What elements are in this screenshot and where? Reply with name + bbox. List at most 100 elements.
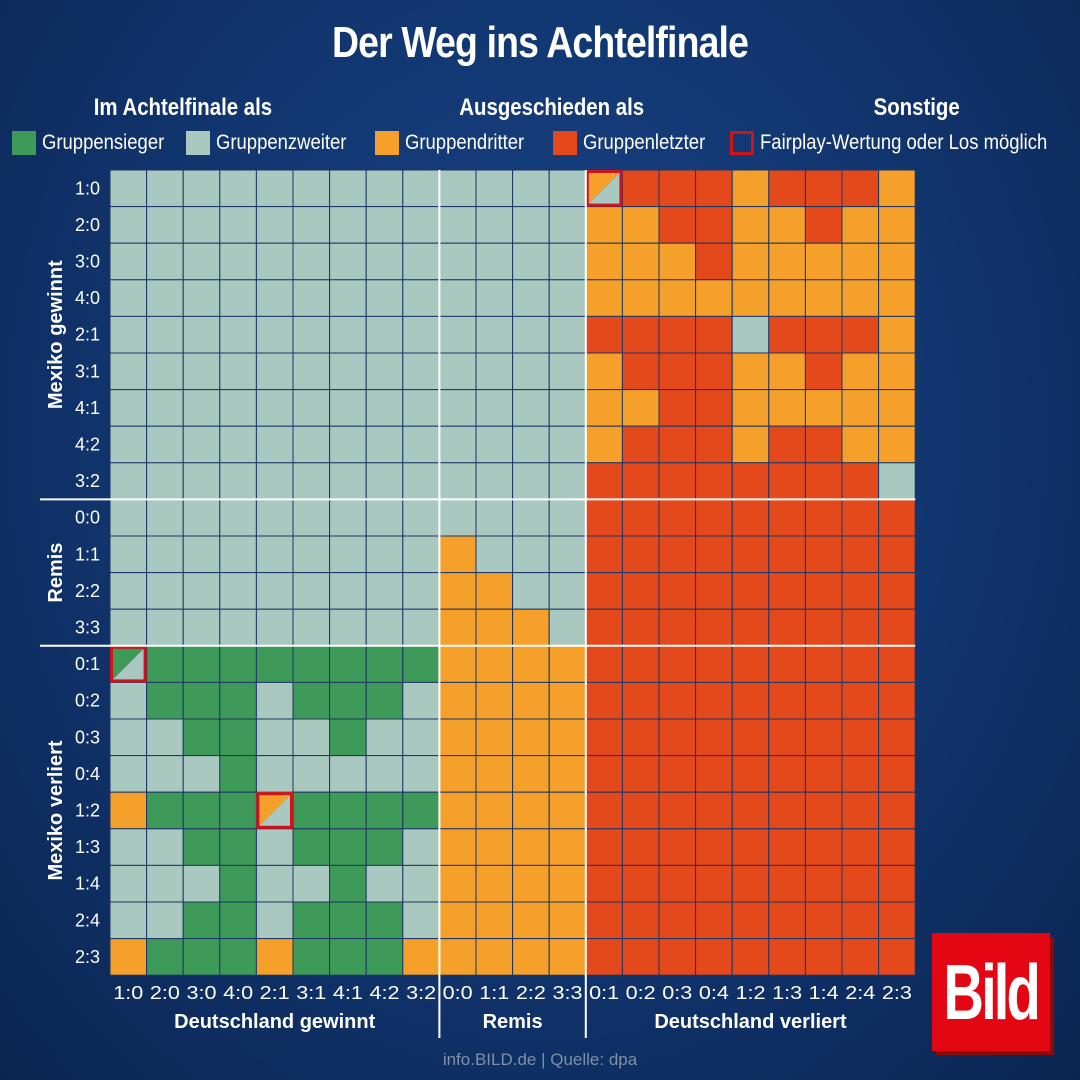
heatmap-cell — [475, 535, 514, 574]
heatmap-cell — [402, 572, 440, 610]
x-tick-label: 0:2 — [626, 983, 656, 1003]
heatmap-cell — [255, 242, 294, 281]
heatmap-cell — [182, 425, 221, 464]
heatmap-cell — [878, 681, 916, 720]
heatmap-cell — [219, 352, 257, 391]
heatmap-cell — [329, 352, 367, 391]
legend-item-gruppenzweiter: Gruppenzweiter — [186, 130, 364, 156]
heatmap-cell — [768, 389, 806, 427]
heatmap-cell — [182, 938, 221, 976]
legend-group-other: Sonstige — [873, 94, 960, 121]
heatmap-cell — [146, 206, 184, 244]
heatmap-cell — [329, 608, 367, 647]
heatmap-cell — [329, 755, 367, 793]
heatmap-cell — [878, 279, 916, 317]
heatmap-cell — [292, 938, 331, 976]
heatmap-cell — [365, 352, 404, 391]
heatmap-cell — [804, 535, 843, 574]
legend-label: Gruppensieger — [42, 131, 165, 154]
heatmap-cell — [292, 242, 331, 281]
y-tick-label: 3:0 — [75, 252, 100, 272]
heatmap-cell — [804, 242, 843, 281]
heatmap-cell — [804, 864, 843, 903]
heatmap-cell — [146, 938, 184, 976]
heatmap-cell — [255, 169, 294, 208]
heatmap-cell — [109, 169, 148, 208]
heatmap-cell — [475, 279, 514, 317]
heatmap-cell — [109, 535, 148, 574]
heatmap-cell — [402, 901, 440, 940]
heatmap-cell — [841, 864, 880, 903]
heatmap-cell — [731, 718, 770, 757]
heatmap-cell — [731, 828, 770, 866]
heatmap-cell — [878, 169, 916, 208]
chart-title: Der Weg ins Achtelfinale — [331, 18, 749, 67]
x-tick-label: 2:0 — [150, 983, 180, 1003]
heatmap-cell — [804, 645, 843, 683]
y-group-label: Mexiko gewinnt — [45, 260, 67, 409]
heatmap-cell — [585, 315, 623, 354]
heatmap-cell — [292, 572, 331, 610]
heatmap-cell — [695, 864, 733, 903]
heatmap-cell — [219, 279, 257, 317]
heatmap-cell — [804, 279, 843, 317]
heatmap-cell — [768, 718, 806, 757]
heatmap-cell — [438, 718, 477, 757]
heatmap-cell — [329, 425, 367, 464]
heatmap-cell — [219, 938, 257, 976]
heatmap-cell — [548, 206, 587, 244]
heatmap-cell — [878, 755, 916, 793]
heatmap-cell — [621, 791, 660, 830]
heatmap-cell — [109, 352, 148, 391]
heatmap-cell — [109, 755, 148, 793]
heatmap-cell — [365, 206, 404, 244]
heatmap-cell — [475, 901, 514, 940]
heatmap-cell — [841, 352, 880, 391]
heatmap-cell — [585, 535, 623, 574]
heatmap-cell — [841, 608, 880, 647]
heatmap-cell — [548, 169, 587, 208]
x-tick-label: 0:4 — [699, 983, 729, 1003]
heatmap-cell — [109, 425, 148, 464]
heatmap-cell-split-upper — [585, 170, 623, 207]
heatmap-cell — [768, 828, 806, 866]
heatmap-cell — [438, 169, 477, 208]
heatmap-cell — [585, 791, 623, 830]
heatmap-cell — [695, 169, 733, 208]
heatmap-cell — [109, 462, 148, 500]
heatmap-cell — [585, 462, 623, 500]
heatmap-cell-split-upper — [256, 792, 293, 829]
heatmap-cell — [146, 572, 184, 610]
y-tick-label: 0:4 — [75, 764, 100, 784]
heatmap-cell — [365, 572, 404, 610]
heatmap-cell — [658, 572, 697, 610]
heatmap-cell — [512, 572, 550, 610]
heatmap-cell — [329, 535, 367, 574]
legend-label: Gruppendritter — [405, 131, 525, 154]
heatmap-cell — [731, 608, 770, 647]
heatmap-cell — [292, 425, 331, 464]
heatmap-cell — [182, 206, 221, 244]
heatmap-cell — [768, 791, 806, 830]
legend-label: Fairplay-Wertung oder Los möglich — [760, 131, 1048, 154]
footer-source: info.BILD.de | Quelle: dpa — [442, 1050, 638, 1069]
logo-text: Bild — [943, 947, 1041, 1036]
heatmap-cell — [548, 242, 587, 281]
heatmap-cell — [365, 498, 404, 537]
heatmap-cell — [512, 864, 550, 903]
heatmap-cell — [731, 901, 770, 940]
heatmap-cell — [878, 645, 916, 683]
heatmap-cell — [548, 645, 587, 683]
heatmap-cell — [841, 718, 880, 757]
y-tick-label: 4:1 — [75, 398, 100, 418]
heatmap-cell — [255, 498, 294, 537]
heatmap-cell — [512, 718, 550, 757]
y-group-label: Mexiko verliert — [45, 740, 67, 880]
heatmap-cell — [109, 681, 148, 720]
y-tick-label: 1:1 — [75, 544, 100, 564]
heatmap-cell — [731, 315, 770, 354]
heatmap-cell — [438, 242, 477, 281]
heatmap-cell — [146, 462, 184, 500]
heatmap-cell — [804, 572, 843, 610]
heatmap-cell — [621, 535, 660, 574]
